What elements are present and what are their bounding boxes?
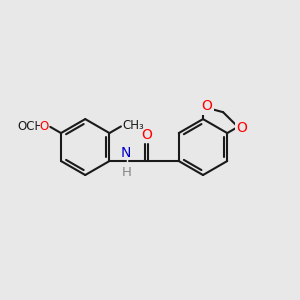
- Text: O: O: [202, 99, 213, 113]
- Text: OCH₃: OCH₃: [18, 120, 49, 134]
- Text: N: N: [121, 146, 131, 160]
- Text: O: O: [141, 128, 152, 142]
- Text: O: O: [40, 120, 49, 134]
- Text: O: O: [237, 122, 248, 135]
- Text: CH₃: CH₃: [122, 119, 144, 132]
- Text: H: H: [121, 166, 131, 179]
